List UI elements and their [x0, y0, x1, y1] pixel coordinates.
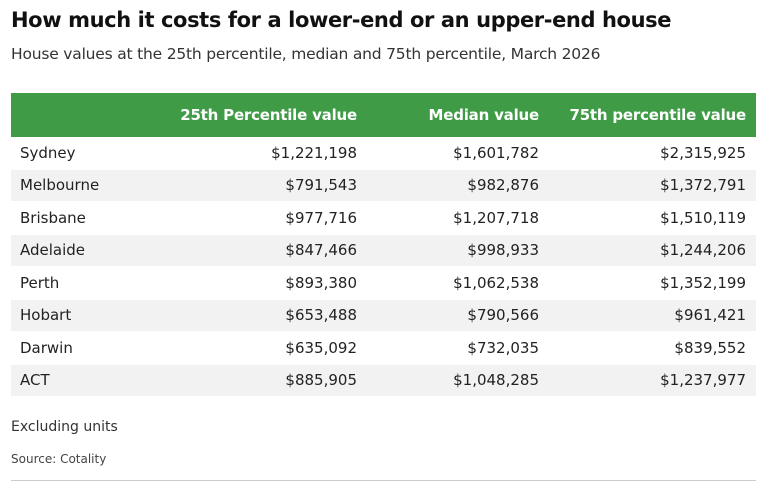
footnote: Excluding units	[11, 419, 118, 435]
p75-value-cell: $1,372,791	[549, 169, 756, 202]
city-cell: Darwin	[11, 331, 131, 365]
table-body: Sydney $1,221,198 $1,601,782 $2,315,925 Melb…	[11, 137, 756, 397]
p25-value-cell: $893,380	[131, 266, 367, 300]
p75-value-cell: $1,237,977	[549, 364, 756, 397]
city-cell: Brisbane	[11, 201, 131, 235]
median-value-cell: $1,601,782	[367, 137, 549, 170]
median-value-cell: $1,048,285	[367, 364, 549, 397]
column-header-median: Median value	[428, 106, 540, 124]
table-row: Darwin $635,092 $732,035 $839,552	[11, 331, 756, 365]
p25-value-cell: $791,543	[131, 169, 367, 202]
table-row: ACT $885,905 $1,048,285 $1,237,977	[11, 364, 756, 397]
column-header-p75: 75th percentile value	[569, 106, 746, 124]
p75-value-cell: $1,244,206	[549, 234, 756, 267]
p25-value-cell: $885,905	[131, 364, 367, 397]
p25-value-cell: $635,092	[131, 331, 367, 365]
city-cell: Hobart	[11, 299, 131, 332]
p75-value-cell: $1,510,119	[549, 201, 756, 235]
table-header: 25th Percentile value Median value 75th …	[11, 93, 756, 137]
p25-value-cell: $977,716	[131, 201, 367, 235]
city-cell: ACT	[11, 364, 131, 397]
median-value-cell: $982,876	[367, 169, 549, 202]
median-value-cell: $998,933	[367, 234, 549, 267]
median-value-cell: $790,566	[367, 299, 549, 332]
chart-subtitle: House values at the 25th percentile, med…	[11, 45, 601, 63]
p25-value-cell: $1,221,198	[131, 137, 367, 170]
table-header-row: 25th Percentile value Median value 75th …	[11, 93, 756, 137]
city-cell: Perth	[11, 266, 131, 300]
table-row: Adelaide $847,466 $998,933 $1,244,206	[11, 234, 756, 267]
city-cell: Sydney	[11, 137, 131, 170]
p25-value-cell: $847,466	[131, 234, 367, 267]
chart-title: How much it costs for a lower-end or an …	[11, 8, 672, 32]
median-value-cell: $1,062,538	[367, 266, 549, 300]
city-cell: Melbourne	[11, 169, 131, 202]
column-header-city	[11, 93, 131, 137]
table-row: Sydney $1,221,198 $1,601,782 $2,315,925	[11, 137, 756, 170]
source-credit: Source: Cotality	[11, 452, 107, 466]
median-value-cell: $732,035	[367, 331, 549, 365]
p25-value-cell: $653,488	[131, 299, 367, 332]
house-values-table: 25th Percentile value Median value 75th …	[11, 93, 756, 397]
city-cell: Adelaide	[11, 234, 131, 267]
table-row: Hobart $653,488 $790,566 $961,421	[11, 299, 756, 332]
p75-value-cell: $839,552	[549, 331, 756, 365]
p75-value-cell: $2,315,925	[549, 137, 756, 170]
p75-value-cell: $1,352,199	[549, 266, 756, 300]
p75-value-cell: $961,421	[549, 299, 756, 332]
table-row: Perth $893,380 $1,062,538 $1,352,199	[11, 266, 756, 300]
median-value-cell: $1,207,718	[367, 201, 549, 235]
column-header-p25: 25th Percentile value	[180, 106, 357, 124]
bottom-divider	[11, 480, 756, 481]
table-row: Melbourne $791,543 $982,876 $1,372,791	[11, 169, 756, 202]
table-row: Brisbane $977,716 $1,207,718 $1,510,119	[11, 201, 756, 235]
